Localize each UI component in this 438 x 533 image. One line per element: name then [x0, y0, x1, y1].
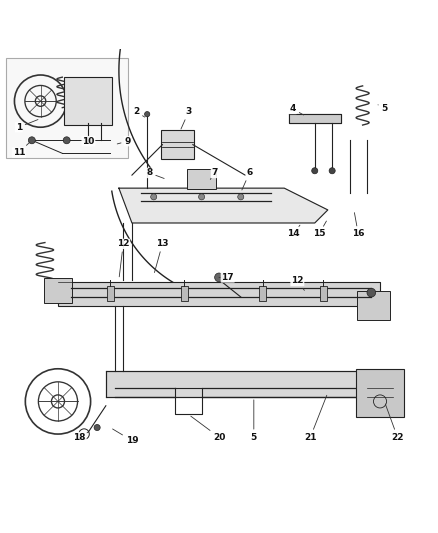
FancyBboxPatch shape	[161, 130, 194, 159]
FancyBboxPatch shape	[357, 292, 390, 320]
Polygon shape	[289, 114, 341, 123]
Text: 3: 3	[181, 108, 192, 129]
Text: 9: 9	[117, 136, 131, 146]
Circle shape	[198, 194, 205, 200]
Text: 5: 5	[378, 104, 388, 114]
Bar	[106, 371, 376, 397]
Text: 22: 22	[385, 404, 404, 442]
Circle shape	[94, 424, 100, 431]
Text: 20: 20	[191, 416, 225, 442]
Bar	[320, 286, 327, 301]
Text: 21: 21	[304, 395, 327, 442]
Text: 1: 1	[16, 119, 38, 132]
Text: 12: 12	[291, 277, 304, 290]
Circle shape	[151, 194, 157, 200]
Text: 4: 4	[290, 104, 304, 115]
Text: 16: 16	[352, 213, 364, 238]
Text: 6: 6	[242, 168, 253, 190]
Polygon shape	[119, 188, 328, 223]
Text: 19: 19	[113, 429, 138, 445]
Circle shape	[238, 194, 244, 200]
FancyBboxPatch shape	[187, 169, 216, 189]
Bar	[58, 282, 380, 305]
Text: 11: 11	[13, 142, 30, 157]
Text: 5: 5	[251, 400, 257, 442]
Circle shape	[329, 168, 335, 174]
FancyBboxPatch shape	[356, 369, 404, 417]
Text: 13: 13	[155, 239, 169, 272]
Circle shape	[63, 137, 70, 144]
Bar	[107, 286, 114, 301]
Text: 12: 12	[117, 239, 130, 277]
Circle shape	[28, 137, 35, 144]
FancyBboxPatch shape	[44, 278, 72, 303]
Circle shape	[145, 111, 150, 117]
Text: 15: 15	[313, 221, 326, 238]
Circle shape	[215, 273, 223, 282]
FancyBboxPatch shape	[64, 77, 113, 125]
Text: 17: 17	[219, 273, 234, 282]
Text: 10: 10	[82, 136, 95, 146]
Circle shape	[85, 137, 92, 144]
Text: 18: 18	[74, 432, 88, 442]
Bar	[259, 286, 266, 301]
Text: 7: 7	[210, 168, 218, 180]
Text: 2: 2	[133, 108, 145, 117]
Circle shape	[312, 168, 318, 174]
Bar	[181, 286, 187, 301]
Circle shape	[367, 288, 376, 297]
Text: 8: 8	[146, 168, 164, 179]
FancyBboxPatch shape	[6, 58, 127, 158]
Text: 14: 14	[287, 225, 300, 238]
